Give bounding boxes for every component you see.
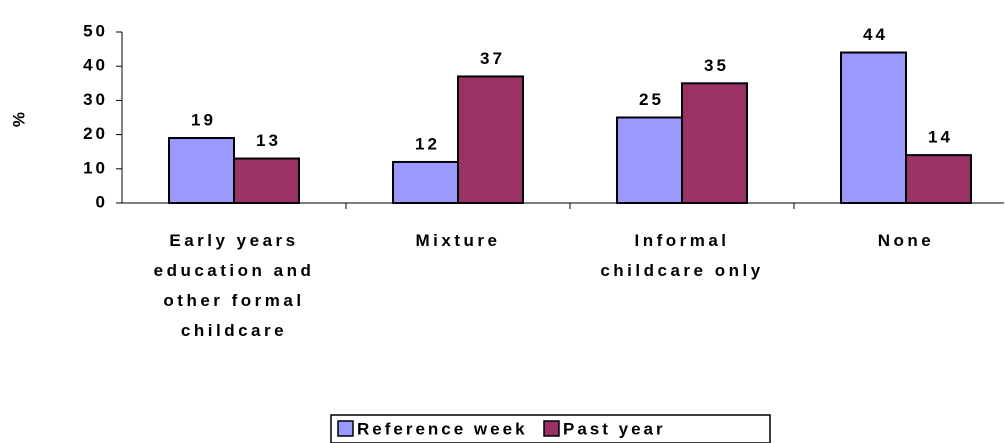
y-tick-label: 10 [83,158,108,177]
data-label: 13 [256,131,281,150]
y-tick-label: 20 [83,124,108,143]
bar [616,116,683,204]
x-tick-label: Early years education and other formal c… [153,231,315,340]
y-tick-label: 30 [83,90,108,109]
data-label: 25 [639,90,664,109]
x-tick-label: Informal childcare only [600,231,764,280]
legend-swatch [543,420,560,437]
data-label: 12 [415,134,440,153]
bar [233,157,300,204]
x-tick-label: None [877,231,935,250]
y-tick-label: 40 [83,56,108,75]
legend-label: Past year [563,419,666,438]
legend-label: Reference week [357,419,528,438]
legend-swatch [337,420,354,437]
data-label: 35 [704,56,729,75]
y-tick-label: 0 [96,192,108,211]
data-label: 37 [480,49,505,68]
y-tick-label: 50 [83,21,108,40]
data-label: 19 [191,111,216,130]
bar [168,137,235,205]
bar [840,51,907,204]
data-label: 14 [928,128,953,147]
bar [905,154,972,204]
data-label: 44 [863,25,888,44]
bar [681,82,748,204]
bar [457,75,524,204]
bar [392,160,459,205]
y-axis-label: % [9,109,28,127]
x-tick-label: Mixture [415,231,501,250]
